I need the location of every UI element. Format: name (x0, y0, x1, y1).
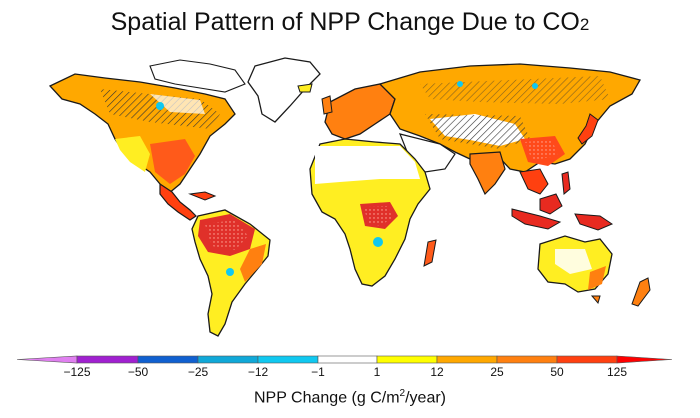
colorbar-segment (76, 355, 139, 364)
world-map (48, 57, 651, 337)
region-britain (321, 95, 333, 115)
sa-east-orange (240, 244, 266, 282)
tick-label: 50 (550, 365, 564, 379)
region-north-america (48, 73, 236, 195)
colorbar-segment (376, 355, 438, 364)
region-central-america (159, 182, 197, 221)
colorbar-segment (496, 355, 558, 364)
tick-label: −25 (188, 365, 209, 379)
region-tasmania (590, 295, 601, 305)
region-arctic-islands (149, 59, 246, 93)
region-madagascar (423, 239, 437, 267)
region-southeast-asia (519, 168, 549, 195)
africa-sahara-white (315, 146, 420, 184)
tick-label: 1 (374, 365, 381, 379)
colorbar-segment (436, 355, 498, 364)
australia-se-orange (588, 266, 606, 290)
sa-amazon-dots (205, 220, 248, 250)
colorbar-segment (317, 355, 378, 364)
region-europe (324, 83, 396, 140)
tick-label: −50 (128, 365, 149, 379)
tick-label: 25 (490, 365, 504, 379)
colorbar-tick-labels: −125 −50 −25 −12 −1 1 12 25 50 125 (63, 365, 627, 379)
region-indonesia (511, 208, 562, 230)
colorbar-extend-high (616, 355, 673, 364)
region-philippines (561, 171, 571, 195)
africa-cyan-spot (373, 237, 383, 247)
region-new-guinea (574, 213, 614, 231)
asia-cyan-spot-1 (457, 81, 463, 87)
na-boreal-white (150, 94, 205, 114)
region-india (469, 151, 506, 196)
tick-label: 12 (430, 365, 444, 379)
region-new-zealand (631, 277, 651, 307)
sa-cyan-spot (226, 268, 234, 276)
tick-label: −125 (63, 365, 90, 379)
na-west-yellow (115, 136, 150, 172)
region-greenland (247, 57, 321, 123)
colorbar-title-suffix: /year) (405, 389, 446, 407)
asia-siberia-hatch (420, 76, 610, 104)
tick-label: −12 (248, 365, 269, 379)
region-japan (577, 113, 599, 145)
colorbar-segment (556, 355, 618, 364)
colorbar-segment (257, 355, 319, 364)
colorbar: −125 −50 −25 −12 −1 1 12 25 50 125 (16, 355, 673, 379)
tick-label: −1 (311, 365, 325, 379)
africa-congo-dots (364, 206, 392, 226)
title-text: Spatial Pattern of NPP Change Due to CO (110, 8, 580, 36)
asia-cyan-spot-2 (532, 83, 538, 89)
tick-label: 125 (607, 365, 627, 379)
title-subscript: 2 (579, 15, 590, 34)
asia-central-hatch (425, 114, 530, 149)
colorbar-extend-low (16, 355, 78, 364)
colorbar-title-sup: 2 (399, 388, 406, 399)
region-caribbean (188, 191, 217, 201)
asia-china-dots (525, 140, 558, 160)
colorbar-title-prefix: NPP Change (g C/m (253, 389, 400, 407)
australia-white (555, 249, 592, 274)
colorbar-segment (197, 355, 259, 364)
map-title: Spatial Pattern of NPP Change Due to CO2 (0, 8, 700, 37)
colorbar-segments (16, 355, 673, 364)
colorbar-segment (137, 355, 199, 364)
region-borneo (539, 193, 563, 215)
colorbar-title: NPP Change (g C/m2/year) (0, 388, 700, 407)
region-iceland (297, 83, 313, 93)
na-cyan-spot (156, 102, 164, 110)
na-east-red (150, 139, 195, 184)
